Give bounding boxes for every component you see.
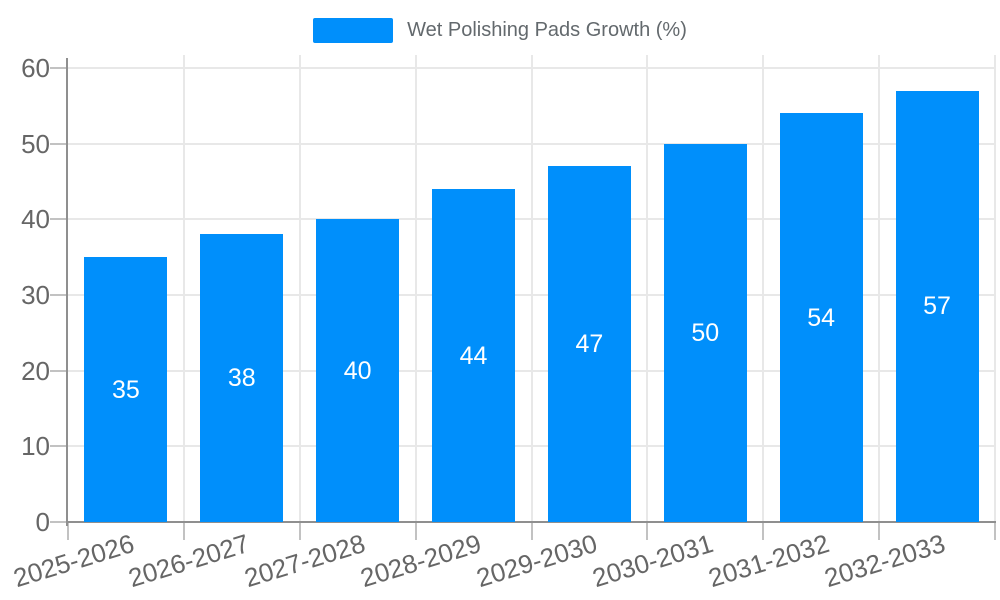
x-axis-label: 2031-2032 [704,528,833,594]
y-axis-line [66,58,68,526]
x-axis-tick [878,522,881,540]
y-axis-tick [50,142,68,145]
bar[interactable] [432,189,516,522]
y-axis-label: 0 [35,507,50,537]
y-axis-label: 50 [21,128,50,159]
x-axis-label: 2027-2028 [241,528,369,594]
legend-item[interactable]: Wet Polishing Pads Growth (%) [0,15,1000,45]
x-axis-tick [646,522,649,540]
bar[interactable] [84,257,168,522]
x-axis-tick [67,522,69,540]
gridline-vertical [762,55,765,522]
y-axis-tick [50,521,68,523]
x-axis-tick [182,522,185,540]
gridline-vertical [298,55,301,522]
legend-swatch-icon [313,17,394,43]
x-axis-label: 2029-2030 [472,528,601,594]
x-axis-label: 2028-2029 [357,528,485,594]
gridline-vertical [878,55,881,522]
x-axis-tick [414,522,417,540]
x-axis-tick [530,522,533,540]
y-axis-label: 10 [21,431,50,462]
y-axis-tick [50,369,68,372]
gridline-vertical [994,55,996,522]
bar[interactable] [200,234,284,522]
y-axis-tick [50,218,68,221]
y-axis-tick [50,294,68,296]
bar[interactable] [316,219,400,522]
bar[interactable] [663,143,747,522]
gridline-vertical [182,55,185,522]
x-axis-tick [762,522,765,540]
x-axis-label: 2025-2026 [9,528,138,594]
x-axis-label: 2032-2033 [820,528,949,594]
y-axis-label: 40 [21,204,50,235]
bar[interactable] [779,113,863,522]
x-axis-label: 2026-2027 [125,528,253,594]
x-axis-tick [298,522,301,540]
bar[interactable] [547,166,631,522]
bar[interactable] [895,90,979,522]
x-axis-label: 2030-2031 [588,528,717,594]
y-axis-tick [50,445,68,448]
gridline-vertical [646,55,649,522]
x-axis-tick [994,522,996,540]
x-axis-line [66,521,996,523]
y-axis-label: 60 [21,53,50,83]
y-axis-tick [50,67,68,69]
y-axis-label: 30 [21,280,50,310]
gridline-vertical [414,55,417,522]
y-axis-label: 20 [21,355,50,386]
gridline-vertical [530,55,533,522]
legend-label: Wet Polishing Pads Growth (%) [407,18,687,41]
